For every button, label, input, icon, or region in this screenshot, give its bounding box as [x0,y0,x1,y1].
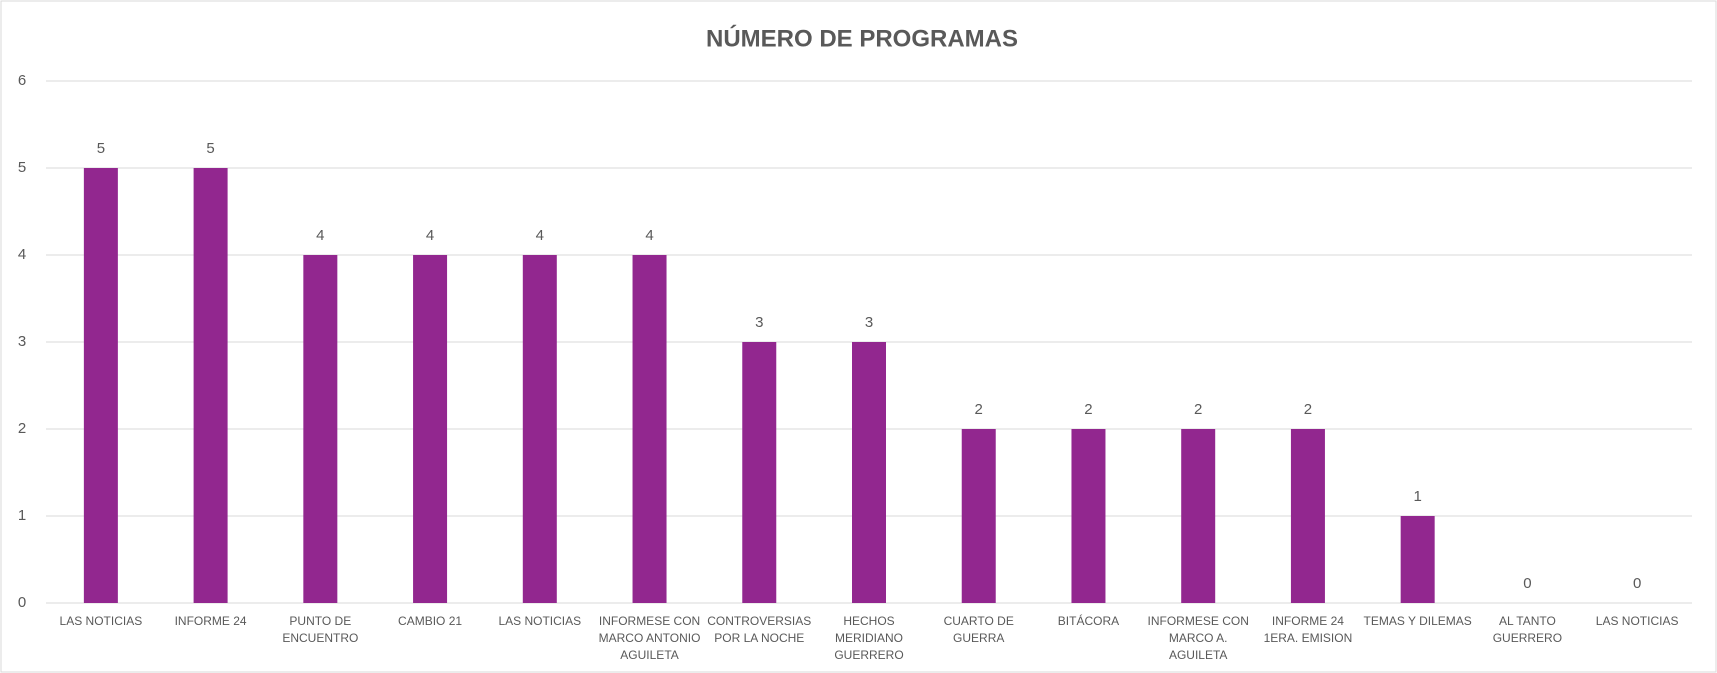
data-label: 5 [97,140,105,157]
bar [1290,429,1325,603]
bar [413,255,448,603]
x-tick-label: LAS NOTICIAS [1596,614,1679,628]
x-tick-label: INFORMESE CON MARCO A. AGUILETA [1148,614,1249,662]
y-tick-label: 6 [18,72,26,89]
bar [1071,429,1106,603]
data-label: 4 [645,227,653,244]
x-tick-label: TEMAS Y DILEMAS [1364,614,1472,628]
bar [852,342,886,603]
chart-title: NÚMERO DE PROGRAMAS [706,24,1018,52]
x-tick-label: CUARTO DE GUERRA [944,614,1014,645]
bar [961,429,996,603]
bar [522,255,557,603]
x-tick-label: AL TANTO GUERRERO [1493,614,1562,645]
bar [303,255,338,603]
data-label: 2 [975,401,983,418]
y-tick-label: 0 [18,594,26,611]
bar [193,168,228,603]
data-label: 4 [316,227,324,244]
y-tick-label: 5 [18,159,26,176]
data-label: 4 [426,227,434,244]
x-tick-label: LAS NOTICIAS [498,614,581,628]
bar [1181,429,1216,603]
y-tick-label: 3 [18,333,26,350]
data-label: 2 [1084,401,1092,418]
x-tick-label: LAS NOTICIAS [60,614,143,628]
bar [1400,516,1435,603]
bar [742,342,777,603]
bar [632,255,667,603]
data-label: 5 [206,140,214,157]
x-tick-label: BITÁCORA [1058,613,1119,628]
data-label: 3 [865,314,873,331]
y-tick-label: 1 [18,507,26,524]
data-label: 3 [755,314,763,331]
data-label: 4 [536,227,544,244]
x-tick-label: CAMBIO 21 [398,614,462,628]
data-label: 2 [1304,401,1312,418]
y-tick-label: 2 [18,420,26,437]
x-tick-label: INFORME 24 1ERA. EMISION [1264,614,1353,645]
x-tick-label: PUNTO DE ENCUENTRO [282,614,358,645]
x-tick-label: INFORME 24 [175,614,247,628]
x-tick-label: CONTROVERSIAS POR LA NOCHE [707,614,811,645]
y-tick-label: 4 [18,246,26,263]
data-label: 1 [1413,488,1421,505]
x-tick-label: HECHOS MERIDIANO GUERRERO [834,614,903,662]
bar [83,168,118,603]
x-tick-label: INFORMESE CON MARCO ANTONIO AGUILETA [599,614,701,662]
data-label: 0 [1633,575,1641,592]
data-label: 0 [1523,575,1531,592]
data-label: 2 [1194,401,1202,418]
